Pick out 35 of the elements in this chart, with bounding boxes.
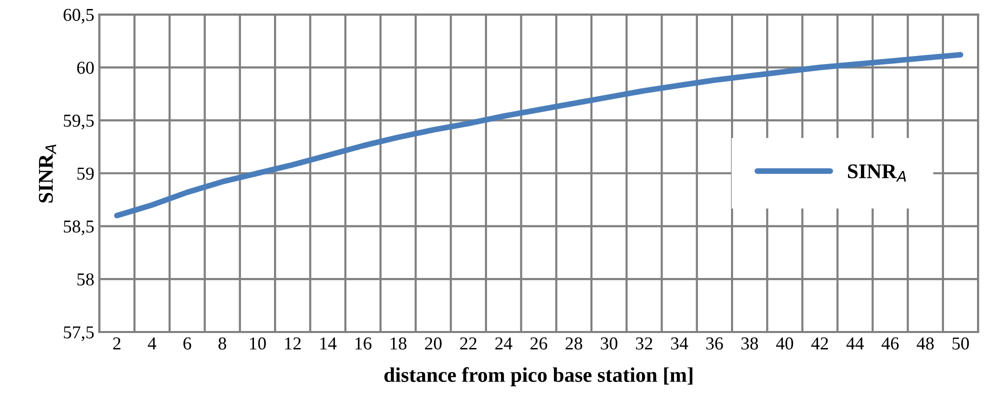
x-tick-label: 2 — [113, 337, 120, 350]
x-tick-label: 48 — [916, 337, 934, 350]
x-tick-label: 46 — [882, 337, 899, 350]
x-tick-label: 8 — [218, 337, 226, 350]
x-tick-label: 26 — [530, 337, 548, 350]
y-tick-label: 60 — [77, 62, 94, 74]
x-tick-label: 12 — [285, 337, 301, 350]
legend-label: SINR$_{A}$ — [848, 164, 906, 182]
y-tick-label: 58,5 — [64, 220, 94, 236]
y-tick-label: 60,5 — [64, 8, 94, 24]
x-axis-title: distance from pico base station [m] — [384, 367, 692, 386]
y-tick-label: 58 — [77, 273, 94, 286]
x-tick-label: 36 — [706, 337, 723, 350]
x-tick-label: 28 — [566, 337, 582, 350]
x-tick-label: 14 — [320, 337, 337, 350]
x-tick-label: 18 — [390, 337, 406, 350]
y-tick-label: 59 — [77, 168, 94, 180]
x-tick-label: 32 — [636, 337, 652, 350]
x-tick-label: 16 — [356, 337, 372, 350]
y-tick-label: 57,5 — [64, 326, 94, 342]
y-axis-title: SINR$_{A}$ — [38, 144, 56, 202]
x-tick-label: 20 — [425, 337, 442, 350]
x-tick-label: 10 — [250, 337, 266, 350]
x-tick-label: 50 — [952, 337, 969, 350]
x-tick-label: 6 — [183, 337, 192, 350]
x-tick-label: 40 — [776, 337, 794, 350]
x-tick-label: 38 — [741, 337, 758, 350]
x-tick-label: 42 — [811, 337, 828, 350]
x-tick-label: 24 — [495, 337, 512, 350]
x-tick-label: 44 — [846, 338, 864, 350]
x-tick-label: 34 — [671, 337, 688, 350]
x-tick-label: 22 — [460, 337, 476, 350]
y-tick-label: 59,5 — [64, 114, 94, 130]
x-tick-label: 30 — [600, 337, 618, 350]
x-tick-label: 4 — [148, 338, 156, 350]
